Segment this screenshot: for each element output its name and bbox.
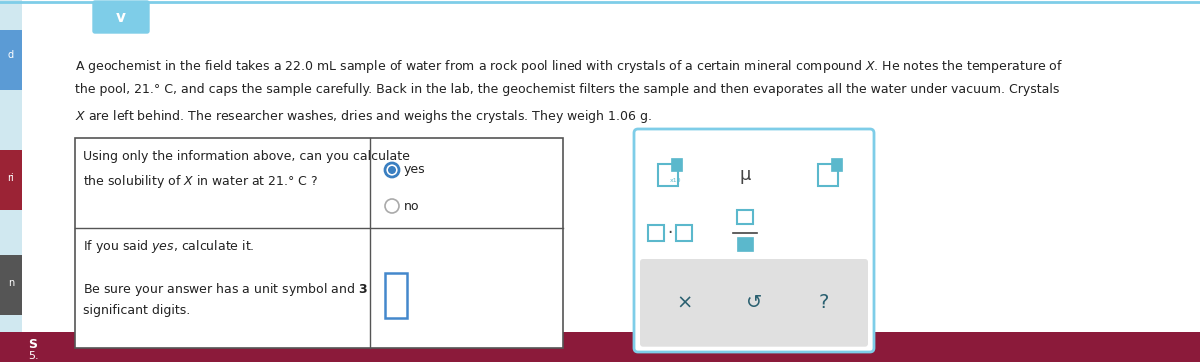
Text: $X$ are left behind. The researcher washes, dries and weighs the crystals. They : $X$ are left behind. The researcher wash… bbox=[74, 108, 652, 125]
FancyBboxPatch shape bbox=[94, 1, 149, 33]
Bar bbox=[832, 158, 842, 171]
Text: d: d bbox=[8, 50, 14, 60]
Text: yes: yes bbox=[404, 164, 426, 177]
Text: 5.: 5. bbox=[28, 351, 38, 361]
FancyBboxPatch shape bbox=[634, 129, 874, 352]
Text: ?: ? bbox=[818, 293, 829, 312]
Text: ri: ri bbox=[7, 173, 14, 183]
Text: no: no bbox=[404, 199, 420, 212]
Text: μ: μ bbox=[739, 166, 750, 184]
Bar bbox=[737, 237, 752, 251]
Circle shape bbox=[385, 199, 398, 213]
Bar bbox=[671, 158, 682, 171]
Text: n: n bbox=[8, 278, 14, 288]
FancyBboxPatch shape bbox=[640, 259, 868, 347]
Bar bbox=[737, 210, 752, 224]
Bar bbox=[676, 225, 692, 241]
Text: ×: × bbox=[677, 293, 692, 312]
Circle shape bbox=[388, 166, 396, 174]
Bar bbox=[74, 138, 563, 348]
Bar bbox=[385, 273, 407, 318]
Text: x10: x10 bbox=[670, 177, 682, 182]
Text: Using only the information above, can you calculate
the solubility of $X$ in wat: Using only the information above, can yo… bbox=[83, 150, 410, 190]
Bar bbox=[0, 255, 22, 315]
Text: ↺: ↺ bbox=[746, 293, 762, 312]
Bar bbox=[0, 150, 22, 210]
Bar bbox=[818, 164, 839, 186]
Bar bbox=[658, 164, 678, 186]
Bar bbox=[648, 225, 664, 241]
Bar bbox=[0, 332, 1200, 362]
Circle shape bbox=[385, 163, 398, 177]
Text: If you said $yes$, calculate it.

Be sure your answer has a unit symbol and $\ma: If you said $yes$, calculate it. Be sure… bbox=[83, 238, 368, 317]
Text: v: v bbox=[116, 10, 126, 25]
Bar bbox=[0, 0, 22, 362]
Text: the pool, 21.° C, and caps the sample carefully. Back in the lab, the geochemist: the pool, 21.° C, and caps the sample ca… bbox=[74, 83, 1060, 96]
Bar bbox=[0, 30, 22, 90]
Text: A geochemist in the field takes a 22.0 mL sample of water from a rock pool lined: A geochemist in the field takes a 22.0 m… bbox=[74, 58, 1063, 75]
Text: ·: · bbox=[667, 224, 673, 242]
Text: S: S bbox=[28, 338, 37, 352]
